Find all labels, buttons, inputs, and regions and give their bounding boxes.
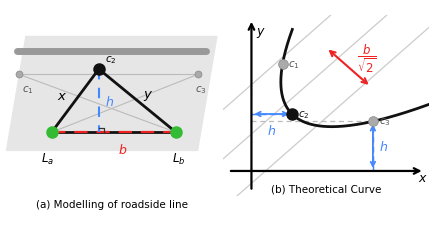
- Text: $h$: $h$: [105, 94, 114, 108]
- Text: $c_2$: $c_2$: [105, 54, 117, 66]
- Text: $b$: $b$: [118, 142, 127, 156]
- Text: $h$: $h$: [378, 140, 388, 153]
- Text: $y$: $y$: [143, 89, 153, 103]
- Text: $c_3$: $c_3$: [378, 116, 390, 128]
- Text: $y$: $y$: [256, 26, 266, 40]
- Text: (a) Modelling of roadside line: (a) Modelling of roadside line: [35, 199, 188, 209]
- Text: $x$: $x$: [57, 89, 67, 102]
- Text: $c_2$: $c_2$: [297, 109, 309, 120]
- Text: $c_1$: $c_1$: [288, 59, 300, 71]
- Text: $\dfrac{b}{\sqrt{2}}$: $\dfrac{b}{\sqrt{2}}$: [357, 43, 376, 75]
- Text: $h$: $h$: [267, 124, 276, 137]
- Polygon shape: [7, 37, 217, 151]
- Text: $x$: $x$: [417, 171, 427, 184]
- Text: $L_a$: $L_a$: [41, 151, 54, 166]
- Text: $L_b$: $L_b$: [172, 151, 185, 166]
- Text: $c_3$: $c_3$: [195, 84, 207, 96]
- Text: $c_1$: $c_1$: [21, 84, 33, 96]
- Text: (b) Theoretical Curve: (b) Theoretical Curve: [271, 184, 381, 194]
